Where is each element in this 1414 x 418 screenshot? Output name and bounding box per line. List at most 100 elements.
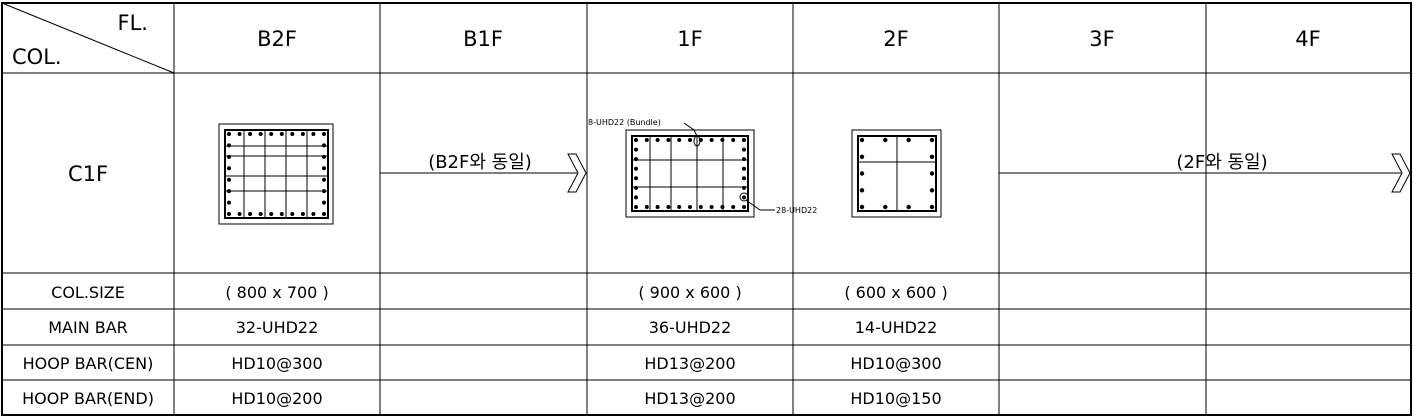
rebar-dot bbox=[742, 195, 746, 200]
rebar-dot bbox=[279, 212, 284, 216]
rebar-dot bbox=[929, 188, 935, 193]
cell-1f-hoop-cen: HD13@200 bbox=[644, 354, 735, 373]
rebar-dot bbox=[742, 185, 746, 190]
floor-header-b1f: B1F bbox=[463, 27, 503, 51]
cell-b2f-hoop-cen: HD10@300 bbox=[231, 354, 322, 373]
rebar-dot bbox=[634, 185, 638, 190]
rebar-dot bbox=[322, 166, 326, 171]
corner-bar-marker bbox=[739, 192, 749, 202]
rebar-dot bbox=[227, 212, 231, 216]
cell-1f-hoop-end: HD13@200 bbox=[644, 389, 735, 408]
rebar-dot bbox=[279, 132, 284, 136]
rebar-dot bbox=[929, 154, 935, 159]
rebar-dot bbox=[644, 138, 649, 142]
rebar-dot bbox=[859, 137, 865, 143]
rebar-dot bbox=[634, 195, 638, 200]
section-b2f-ties bbox=[225, 130, 328, 218]
rebar-dot bbox=[269, 212, 274, 216]
upper-same-as: (2F와 동일) bbox=[999, 152, 1411, 193]
rebar-dot bbox=[688, 205, 692, 209]
upper-same-as-label: (2F와 동일) bbox=[1176, 152, 1267, 173]
cell-b2f-hoop-end: HD10@200 bbox=[231, 389, 322, 408]
corner-floor-label: FL. bbox=[118, 11, 148, 35]
row-label-hoop-cen: HOOP BAR(CEN) bbox=[23, 354, 154, 373]
rebar-dot bbox=[227, 189, 231, 194]
rebar-dot bbox=[720, 205, 725, 209]
floor-header-1f: 1F bbox=[677, 27, 702, 51]
cell-2f-col-size: ( 600 x 600 ) bbox=[844, 283, 947, 302]
floor-header-b2f: B2F bbox=[257, 27, 297, 51]
upper-chevron-icon bbox=[1391, 153, 1411, 193]
rebar-dot bbox=[859, 204, 865, 210]
cell-2f-main-bar: 14-UHD22 bbox=[855, 318, 938, 337]
rebar-dot bbox=[227, 154, 231, 159]
rebar-dot bbox=[666, 138, 671, 142]
rebar-dot bbox=[731, 205, 736, 209]
rebar-dot bbox=[883, 204, 888, 210]
rebar-dot bbox=[742, 147, 746, 152]
rebar-dot bbox=[634, 205, 638, 209]
floor-header-4f: 4F bbox=[1295, 27, 1320, 51]
rebar-dot bbox=[634, 157, 638, 162]
rebar-dot bbox=[698, 205, 703, 209]
rebar-dot bbox=[906, 204, 911, 210]
rebar-dot bbox=[311, 212, 316, 216]
section-1f: 8-UHD22 (Bundle) 28-UHD22 bbox=[588, 118, 817, 218]
section-2f-concrete-outline bbox=[851, 129, 942, 218]
section-b2f-hoop bbox=[224, 129, 329, 219]
section-1f-concrete-outline bbox=[625, 129, 755, 218]
bundle-annotation: 8-UHD22 (Bundle) bbox=[588, 118, 661, 127]
b1f-same-as: (B2F와 동일) bbox=[380, 152, 587, 193]
rebar-dot bbox=[929, 204, 935, 210]
rebar-dot bbox=[709, 205, 714, 209]
rebar-dot bbox=[859, 154, 865, 159]
rebar-dot bbox=[237, 212, 242, 216]
b1f-same-as-label: (B2F와 동일) bbox=[428, 152, 532, 173]
rebar-dot bbox=[237, 132, 242, 136]
cell-b2f-col-size: ( 800 x 700 ) bbox=[225, 283, 328, 302]
rebar-dot bbox=[258, 212, 263, 216]
rebar-dot bbox=[248, 212, 253, 216]
rebar-dot bbox=[248, 132, 253, 136]
section-2f bbox=[851, 129, 942, 218]
rebar-dot bbox=[300, 212, 305, 216]
rebar-dot bbox=[655, 205, 660, 209]
corner-diagonal bbox=[1, 2, 175, 74]
row-labels: COL.SIZE MAIN BAR HOOP BAR(CEN) HOOP BAR… bbox=[22, 283, 154, 408]
rebar-dot bbox=[709, 138, 714, 142]
rebar-dot bbox=[300, 132, 305, 136]
corner-column-label: COL. bbox=[12, 45, 62, 69]
rebar-dot bbox=[634, 166, 638, 171]
rebar-dot bbox=[311, 132, 316, 136]
column-dividers bbox=[173, 3, 1207, 415]
rebar-dot bbox=[227, 200, 231, 205]
rebar-dot bbox=[742, 138, 746, 142]
rebar-dot bbox=[688, 138, 692, 142]
floor-header-3f: 3F bbox=[1089, 27, 1114, 51]
cell-1f-col-size: ( 900 x 600 ) bbox=[638, 283, 741, 302]
rebar-dot bbox=[290, 132, 295, 136]
rebar-dot bbox=[742, 176, 746, 181]
schedule-cells: ( 800 x 700 ) ( 900 x 600 ) ( 600 x 600 … bbox=[225, 283, 947, 408]
rebar-dot bbox=[634, 176, 638, 181]
rebar-dot bbox=[322, 189, 326, 194]
rebar-dot bbox=[883, 137, 888, 143]
rebar-dot bbox=[322, 143, 326, 148]
rebar-dot bbox=[634, 147, 638, 152]
rebar-dot bbox=[859, 171, 865, 176]
rebar-dot bbox=[655, 138, 660, 142]
section-1f-ties bbox=[632, 136, 748, 211]
rebar-dot bbox=[906, 137, 911, 143]
floor-header-2f: 2F bbox=[883, 27, 908, 51]
floor-headers: B2F B1F 1F 2F 3F 4F bbox=[257, 27, 1321, 51]
row-label-main-bar: MAIN BAR bbox=[48, 318, 128, 337]
section-b2f-main-bars bbox=[227, 132, 326, 216]
rebar-dot bbox=[644, 205, 649, 209]
section-1f-main-bars bbox=[634, 138, 746, 209]
cell-2f-hoop-cen: HD10@300 bbox=[850, 354, 941, 373]
section-b2f bbox=[218, 123, 334, 225]
rebar-dot bbox=[258, 132, 263, 136]
section-1f-hoop bbox=[631, 135, 749, 212]
